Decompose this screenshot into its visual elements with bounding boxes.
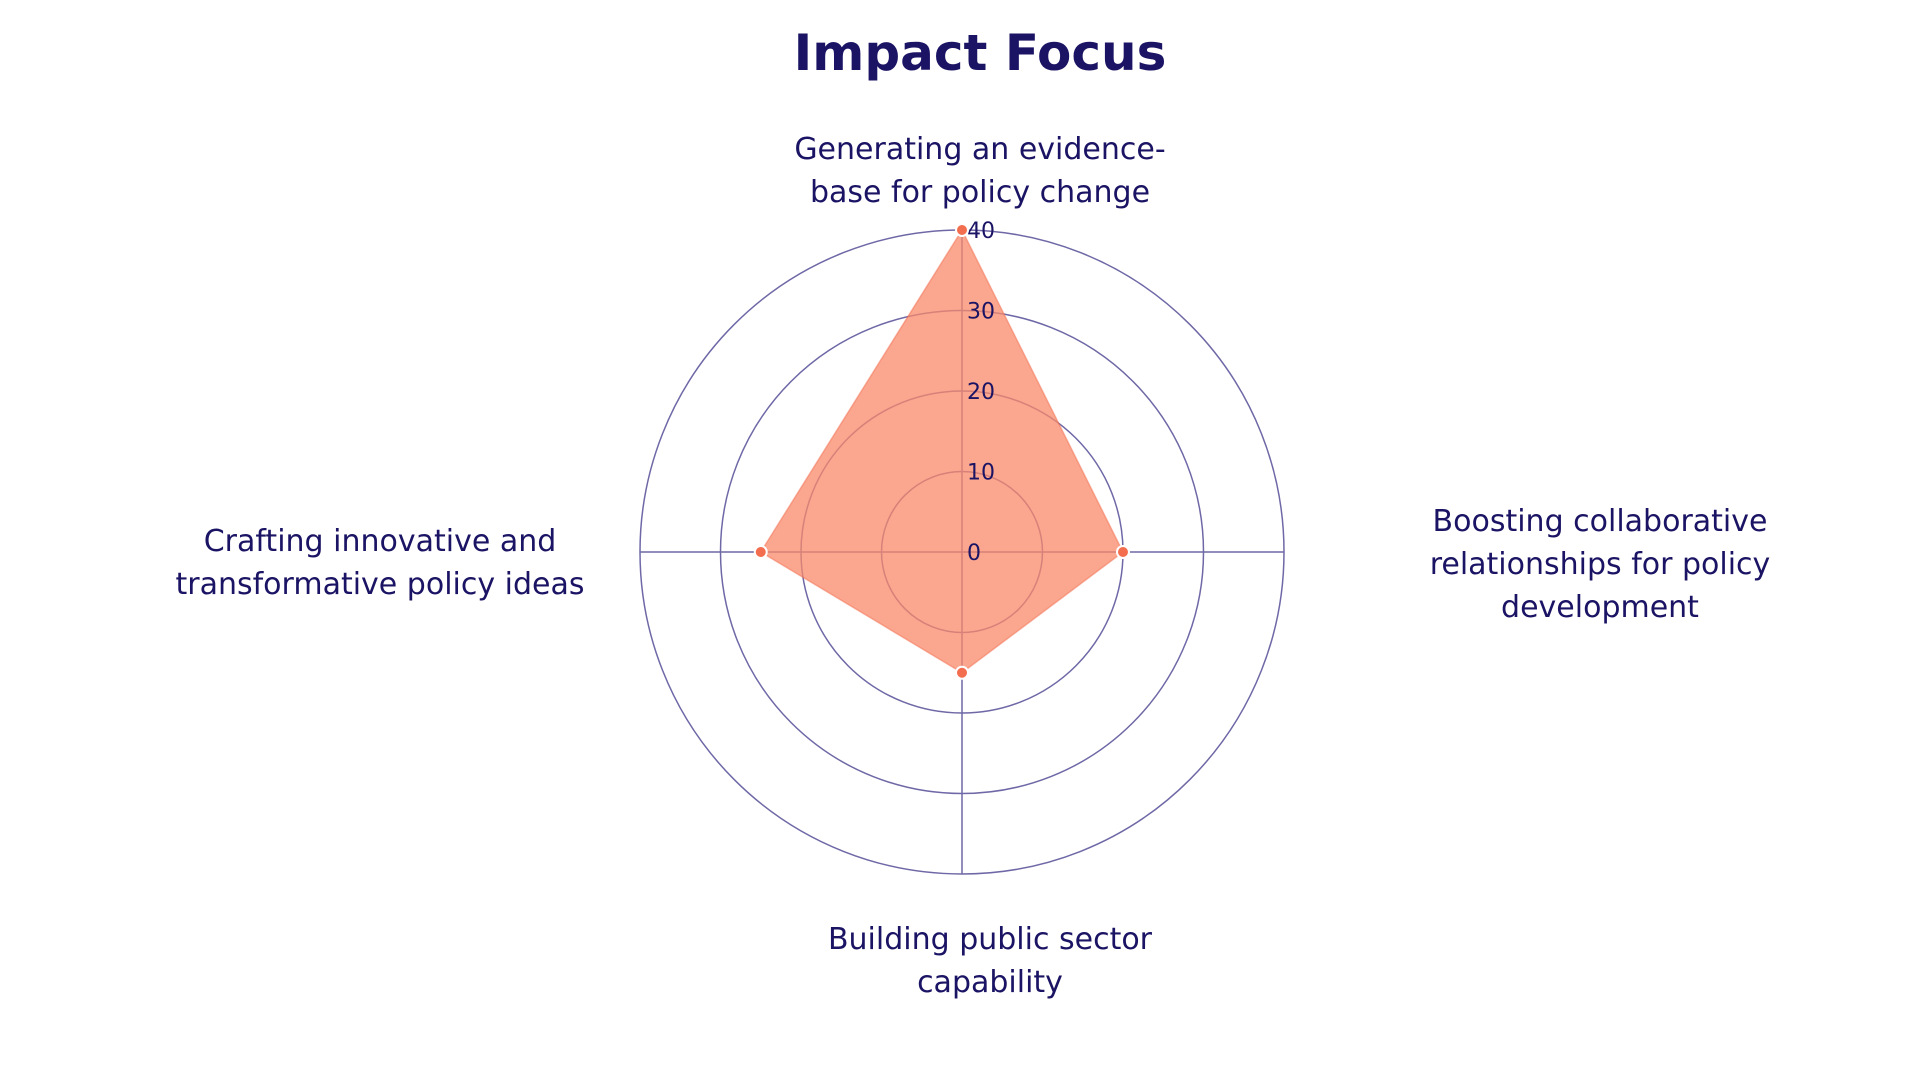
axis-label-evidence-base: Generating an evidence-base for policy c… bbox=[794, 132, 1166, 210]
radar-series-area bbox=[759, 228, 1124, 674]
axis-label-public-sector-capability: Building public sector capability bbox=[827, 922, 1153, 1000]
tick-label-40: 40 bbox=[967, 219, 995, 244]
series-polygon bbox=[759, 228, 1124, 674]
axis-label-collaborative-relationships: Boosting collaborative relationships for … bbox=[1429, 504, 1771, 625]
data-point-2[interactable] bbox=[955, 665, 969, 680]
chart-title: Impact Focus bbox=[793, 24, 1167, 82]
radar-points bbox=[753, 223, 1130, 680]
radar-tick-labels: 0 10 20 30 40 bbox=[967, 219, 995, 566]
data-point-0[interactable] bbox=[955, 223, 969, 237]
tick-label-10: 10 bbox=[967, 461, 995, 486]
axis-label-innovative-policy-ideas: Crafting innovative and transformative po… bbox=[175, 524, 585, 602]
tick-label-0: 0 bbox=[967, 541, 981, 566]
data-point-3[interactable] bbox=[753, 545, 768, 559]
data-point-1[interactable] bbox=[1116, 545, 1130, 559]
tick-label-30: 30 bbox=[967, 300, 995, 325]
tick-label-20: 20 bbox=[967, 380, 995, 405]
